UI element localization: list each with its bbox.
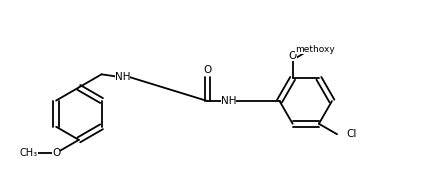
Text: NH: NH [221, 96, 237, 106]
Text: Cl: Cl [346, 129, 356, 139]
Text: O: O [52, 148, 60, 158]
Text: methoxy: methoxy [295, 45, 335, 54]
Text: CH₃: CH₃ [20, 148, 38, 158]
Text: O: O [289, 51, 297, 61]
Text: O: O [203, 65, 212, 75]
Text: NH: NH [115, 72, 130, 82]
